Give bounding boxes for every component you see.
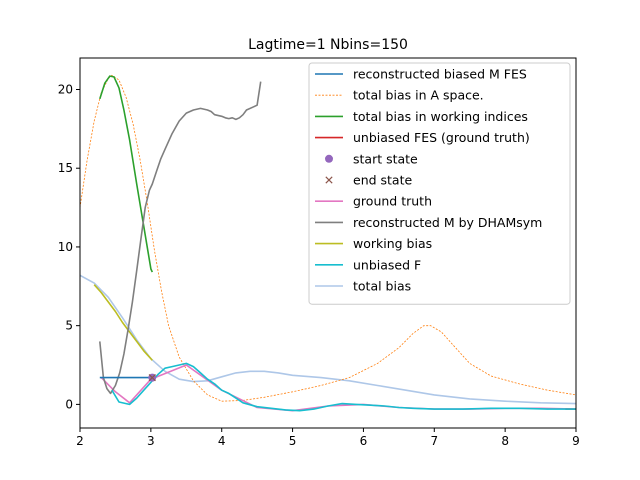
legend: reconstructed biased M FES total bias in … [308,62,571,305]
chart-title: Lagtime=1 Nbins=150 [248,37,408,53]
legend-label: reconstructed M by DHAMsym [353,215,542,230]
series-reconstructed-m-by-dhamsym-line [99,81,262,395]
axis-layer: 2 3 4 5 6 7 8 9 0 5 10 15 20 [58,82,580,448]
series-unbiased-f-line [111,362,576,412]
x-tick-label: 8 [501,434,509,448]
y-tick-label: 15 [58,161,73,175]
series-end-state-marker [148,373,156,382]
y-tick-label: 0 [65,397,73,411]
series-total-bias-line [80,274,576,405]
legend-label: start state [353,151,418,166]
y-tick-label: 5 [65,319,73,333]
x-tick-label: 4 [218,434,226,448]
legend-label: ground truth [353,194,432,209]
legend-label: total bias [353,279,411,294]
legend-label: unbiased FES (ground truth) [353,130,530,145]
series-layer [80,74,576,412]
legend-label: total bias in working indices [353,109,528,124]
x-tick-label: 6 [360,434,368,448]
x-tick-label: 7 [430,434,438,448]
legend-handle [325,176,333,184]
x-tick-label: 3 [147,434,155,448]
legend-label: working bias [353,236,432,251]
x-tick-label: 2 [76,434,84,448]
legend-label: reconstructed biased M FES [353,67,527,82]
plot-frame [79,57,577,429]
legend-label: unbiased F [353,257,421,272]
series-working-bias-line [93,284,153,361]
legend-handle [325,154,333,163]
x-tick-label: 9 [572,434,580,448]
legend-label: end state [353,173,412,188]
legend-label: total bias in A space. [353,88,484,103]
y-tick-label: 10 [58,240,73,254]
y-tick-label: 20 [58,82,73,96]
x-tick-label: 5 [289,434,297,448]
series-total-bias-in-working-indices-line [99,75,154,273]
legend-box [308,62,571,305]
